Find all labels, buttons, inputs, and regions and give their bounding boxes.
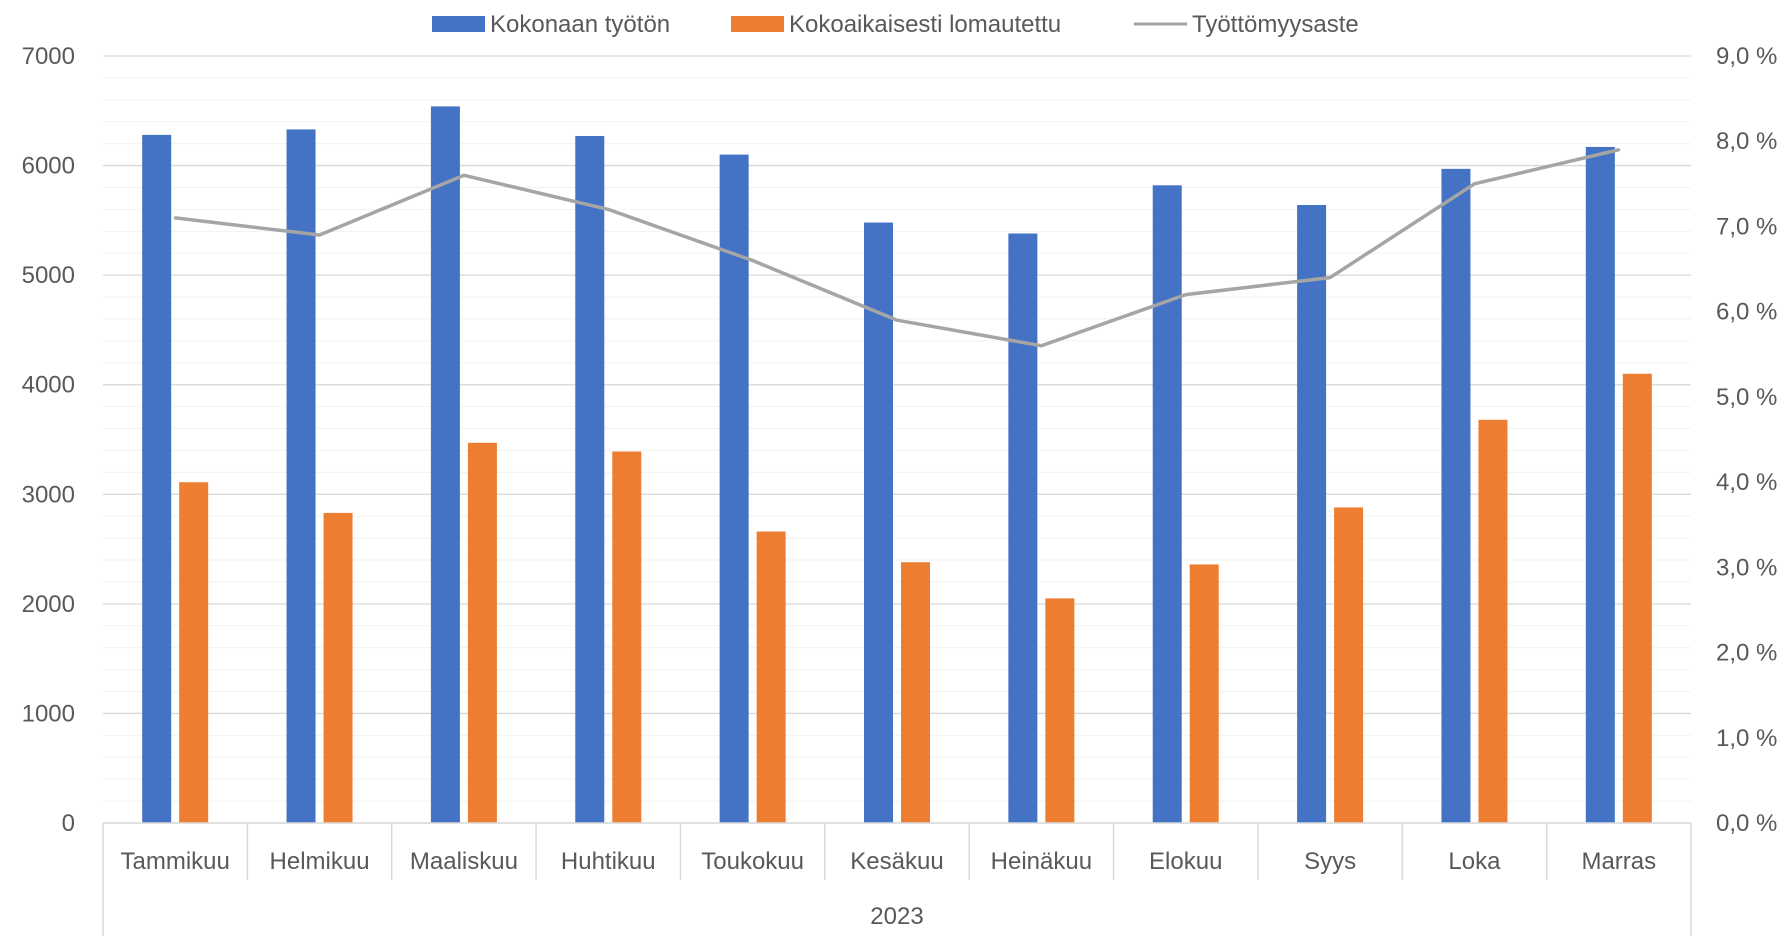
bar-kokoaikaisesti-lomautettu [467, 442, 497, 823]
rate-line-point [1328, 276, 1332, 280]
y-tick-label: 5000 [22, 262, 75, 289]
y2-tick-label: 0,0 % [1716, 810, 1777, 837]
bar-kokonaan-tyoton [1008, 233, 1038, 823]
bar-kokoaikaisesti-lomautettu [756, 531, 786, 823]
y-tick-label: 0 [62, 810, 75, 837]
y2-tick-label: 3,0 % [1716, 554, 1777, 581]
x-tick-label: Helmikuu [270, 848, 370, 875]
y2-tick-label: 9,0 % [1716, 43, 1777, 70]
x-tick-label: Huhtikuu [561, 848, 656, 875]
bar-kokoaikaisesti-lomautettu [612, 451, 642, 823]
y-tick-label: 1000 [22, 700, 75, 727]
y2-tick-label: 6,0 % [1716, 299, 1777, 326]
bar-kokoaikaisesti-lomautettu [1045, 598, 1075, 823]
bar-kokoaikaisesti-lomautettu [901, 562, 930, 823]
legend-label: Työttömyysaste [1192, 11, 1359, 38]
y-tick-label: 3000 [22, 481, 75, 508]
y2-tick-label: 1,0 % [1716, 725, 1777, 752]
bar-kokonaan-tyoton [1441, 168, 1471, 823]
bar-kokonaan-tyoton [864, 222, 893, 823]
x-tick-label: Loka [1448, 848, 1501, 875]
bar-kokoaikaisesti-lomautettu [323, 512, 353, 823]
rate-line-point [462, 173, 466, 177]
bar-kokonaan-tyoton [575, 135, 605, 824]
bars [142, 106, 1652, 824]
x-tick-label: Marras [1581, 848, 1656, 875]
gridlines [103, 55, 1691, 824]
bar-kokonaan-tyoton [1585, 146, 1615, 824]
x-tick-label: Tammikuu [121, 848, 230, 875]
y2-tick-label: 4,0 % [1716, 469, 1777, 496]
y2-tick-label: 2,0 % [1716, 640, 1777, 667]
y-tick-label: 7000 [22, 43, 75, 70]
rate-line-point [751, 259, 755, 263]
legend-swatch [432, 16, 485, 32]
bar-kokonaan-tyoton [1152, 185, 1182, 823]
bar-kokoaikaisesti-lomautettu [1189, 564, 1219, 823]
rate-line-point [1472, 182, 1476, 186]
bar-kokoaikaisesti-lomautettu [179, 482, 209, 823]
x-tick-label: Elokuu [1149, 848, 1222, 875]
legend-swatch [731, 16, 784, 32]
bar-kokonaan-tyoton [142, 134, 172, 824]
y-axis-right: 0,0 % 1,0 % 2,0 % 3,0 % 4,0 % 5,0 % 6,0 % 7,0 %… [1716, 43, 1777, 837]
x-tick-label: Heinäkuu [991, 848, 1092, 875]
legend: Kokonaan työtön Kokoaikaisesti lomautettu… [432, 11, 1359, 38]
rate-line-point [1184, 293, 1188, 297]
rate-line-point [1039, 344, 1043, 348]
rate-line-point [318, 233, 322, 237]
legend-label: Kokonaan työtön [490, 11, 670, 38]
legend-label: Kokoaikaisesti lomautettu [789, 11, 1061, 38]
y2-tick-label: 5,0 % [1716, 384, 1777, 411]
x-tick-label: Toukokuu [701, 848, 804, 875]
bar-kokonaan-tyoton [719, 154, 749, 824]
y-tick-label: 6000 [22, 153, 75, 180]
bar-kokonaan-tyoton [1297, 205, 1327, 823]
bar-kokoaikaisesti-lomautettu [1622, 373, 1652, 823]
bar-kokonaan-tyoton [430, 106, 460, 824]
x-axis: Tammikuu Helmikuu Maaliskuu Huhtikuu Toukoku… [102, 822, 1692, 936]
rate-line [173, 148, 1621, 348]
rate-line-point [895, 318, 899, 322]
x-group-label: 2023 [870, 903, 923, 930]
rate-line-point [606, 207, 610, 211]
x-tick-label: Maaliskuu [410, 848, 518, 875]
y-tick-label: 4000 [22, 372, 75, 399]
x-tick-label: Kesäkuu [850, 848, 943, 875]
rate-line-point [1617, 148, 1621, 152]
bar-kokoaikaisesti-lomautettu [1334, 507, 1364, 823]
bar-kokoaikaisesti-lomautettu [1478, 419, 1508, 823]
x-tick-label: Syys [1304, 848, 1356, 875]
y2-tick-label: 7,0 % [1716, 213, 1777, 240]
rate-line-path [174, 148, 1620, 348]
y-axis-left: 0 1000 2000 3000 4000 5000 6000 7000 [22, 43, 75, 837]
bar-kokonaan-tyoton [286, 129, 316, 824]
y2-tick-label: 8,0 % [1716, 128, 1777, 155]
y-tick-label: 2000 [22, 591, 75, 618]
rate-line-point [173, 216, 177, 220]
